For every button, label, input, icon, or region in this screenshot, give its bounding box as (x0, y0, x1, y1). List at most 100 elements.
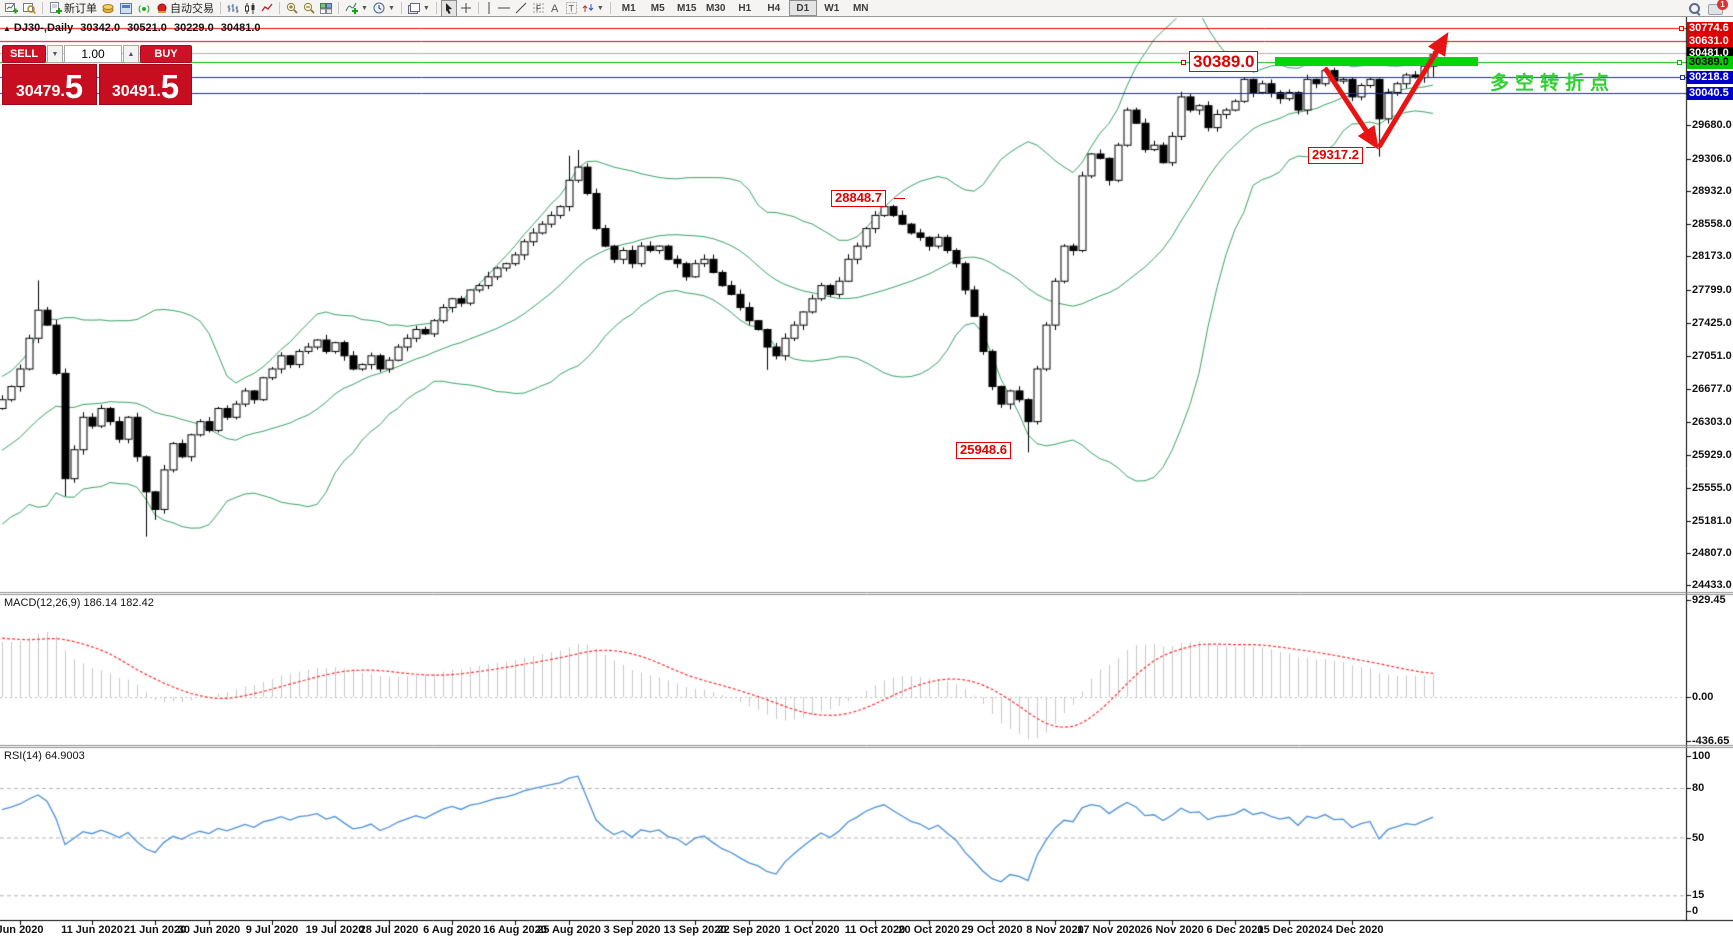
main-toolbar: 新订单 自动交易 ▼ ▼ ▼ F A T ▼ M1 M5 M15 M30 H1 H4 D1 W1 MN 1 (0, 0, 1733, 17)
timeframe-w1-button[interactable]: W1 (824, 2, 840, 14)
arrows-shapes-icon[interactable]: ▼ (580, 1, 606, 16)
new-chart-icon[interactable] (3, 1, 20, 16)
one-click-trading-widget: SELL ▼ ▲ BUY 30479.5 30491.5 (2, 45, 192, 105)
sell-price-panel[interactable]: 30479. 5 (2, 64, 97, 105)
data-window-icon[interactable] (118, 1, 135, 16)
cursor-icon[interactable] (440, 0, 457, 17)
macd-axis-tick: -436.65 (1692, 735, 1730, 747)
timeframe-h4-button[interactable]: H4 (767, 2, 781, 14)
timeframe-m1-button[interactable]: M1 (621, 2, 636, 14)
cn-annotation-text[interactable]: 多空转折点 (1490, 73, 1616, 94)
date-axis-label: 15 Dec 2020 (1257, 924, 1321, 936)
timeframe-m30-button[interactable]: M30 (706, 2, 726, 14)
buy-price-main: 30491 (111, 83, 157, 100)
fibonacci-icon[interactable]: F (530, 1, 547, 16)
timeframe-m5-button[interactable]: M5 (650, 2, 665, 14)
label-anchor-handle[interactable] (1181, 60, 1186, 65)
date-axis-label: 16 Aug 2020 (483, 924, 547, 936)
price-axis-tick: 28173.0 (1692, 250, 1732, 262)
price-axis-tick: 28558.0 (1692, 218, 1732, 230)
horizontal-line-icon[interactable] (496, 1, 512, 16)
price-axis-tick: 26303.0 (1692, 416, 1732, 428)
indicators-icon[interactable]: ▼ (343, 1, 370, 16)
low-label-29317[interactable]: 29317.2 (1308, 147, 1363, 164)
symbol-arrow-icon: ▲ (3, 24, 11, 33)
price-axis-tick: 29306.0 (1692, 153, 1732, 165)
toolbar-separator (400, 2, 402, 14)
line-handle[interactable] (1680, 75, 1685, 80)
low-label-25948[interactable]: 25948.6 (956, 442, 1011, 459)
chart-profiles-icon[interactable] (21, 1, 38, 16)
signals-icon[interactable] (136, 1, 153, 16)
date-axis-label: Jun 2020 (0, 924, 44, 936)
autotrade-button[interactable]: 自动交易 (154, 1, 216, 16)
buy-button[interactable]: BUY (140, 45, 192, 63)
toolbar-separator (338, 2, 339, 14)
macd-pane-label: MACD(12,26,9) 186.14 182.42 (4, 597, 154, 609)
date-axis-label: 1 Oct 2020 (784, 924, 840, 936)
price-axis-tick: 24433.0 (1692, 579, 1732, 591)
rsi-axis-tick: 100 (1692, 750, 1711, 762)
buy-price-dot: . (156, 83, 161, 100)
macd-axis-tick: 0.00 (1692, 691, 1714, 703)
svg-text:F: F (536, 4, 541, 13)
resistance-zone-bar[interactable] (1275, 57, 1478, 66)
date-axis-label: 30 Jun 2020 (177, 924, 241, 936)
high-label-28848[interactable]: 28848.7 (831, 190, 886, 207)
bar-chart-type-icon[interactable] (225, 1, 241, 16)
date-axis-label: 6 Dec 2020 (1206, 924, 1264, 936)
line-handle[interactable] (1679, 26, 1684, 31)
line-chart-type-icon[interactable] (259, 1, 275, 16)
candle-chart-type-icon[interactable] (242, 1, 258, 16)
crosshair-icon[interactable] (458, 1, 474, 16)
text-icon[interactable]: A (548, 1, 563, 16)
line-handle[interactable] (1677, 60, 1682, 65)
up-arrow[interactable] (1376, 32, 1449, 149)
sell-price-pip: 5 (64, 68, 84, 105)
timeframe-mn-button[interactable]: MN (852, 2, 869, 14)
templates-icon[interactable]: ▼ (406, 1, 432, 16)
toolbar-separator (435, 2, 437, 14)
bullish-v-arrows[interactable] (1295, 25, 1465, 170)
volume-input[interactable] (64, 45, 122, 63)
sell-button[interactable]: SELL (2, 45, 46, 63)
text-label-icon[interactable]: T (564, 1, 579, 16)
price-axis-tick: 27799.0 (1692, 284, 1732, 296)
tile-windows-icon[interactable] (318, 1, 334, 16)
rsi-axis-tick: 0 (1692, 905, 1699, 917)
price-level-box: 30774.6 (1687, 21, 1733, 35)
notifications-icon[interactable]: 1 (1708, 0, 1728, 15)
date-axis-label: 11 Oct 2020 (844, 924, 906, 936)
level-label-30389[interactable]: 30389.0 (1189, 51, 1259, 73)
timeframe-h1-button[interactable]: H1 (738, 2, 752, 14)
price-level-box: 30040.5 (1687, 86, 1733, 100)
toolbar-separator (477, 2, 479, 14)
date-axis-label: 17 Nov 2020 (1077, 924, 1141, 936)
timeframe-d1-button[interactable]: D1 (788, 0, 817, 16)
zoom-in-icon[interactable] (284, 1, 300, 16)
price-level-box: 30631.0 (1687, 34, 1733, 48)
volume-increase-button[interactable]: ▲ (123, 45, 139, 63)
date-axis-label: 24 Dec 2020 (1320, 924, 1384, 936)
buy-price-panel[interactable]: 30491. 5 (99, 64, 192, 105)
new-order-button[interactable]: 新订单 (47, 1, 99, 16)
periods-icon[interactable]: ▼ (371, 1, 397, 16)
trendline-icon[interactable] (513, 1, 529, 16)
market-watch-icon[interactable] (100, 1, 117, 16)
price-axis-tick: 25555.0 (1692, 482, 1732, 494)
date-axis-label: 13 Sep 2020 (663, 924, 727, 936)
zoom-out-icon[interactable] (301, 1, 317, 16)
ohlc-close: 30481.0 (220, 22, 261, 34)
timeframe-m15-button[interactable]: M15 (677, 2, 697, 14)
toolbar-separator (609, 2, 611, 14)
search-icon[interactable] (1689, 2, 1701, 16)
date-axis-label: 6 Aug 2020 (423, 924, 481, 936)
down-arrow[interactable] (1322, 66, 1379, 150)
svg-text:T: T (568, 4, 574, 14)
price-axis-tick: 27425.0 (1692, 317, 1732, 329)
date-axis-label: 19 Jul 2020 (305, 924, 365, 936)
vertical-line-icon[interactable] (483, 1, 495, 16)
price-axis-tick: 25181.0 (1692, 515, 1732, 527)
volume-decrease-button[interactable]: ▼ (47, 45, 63, 63)
